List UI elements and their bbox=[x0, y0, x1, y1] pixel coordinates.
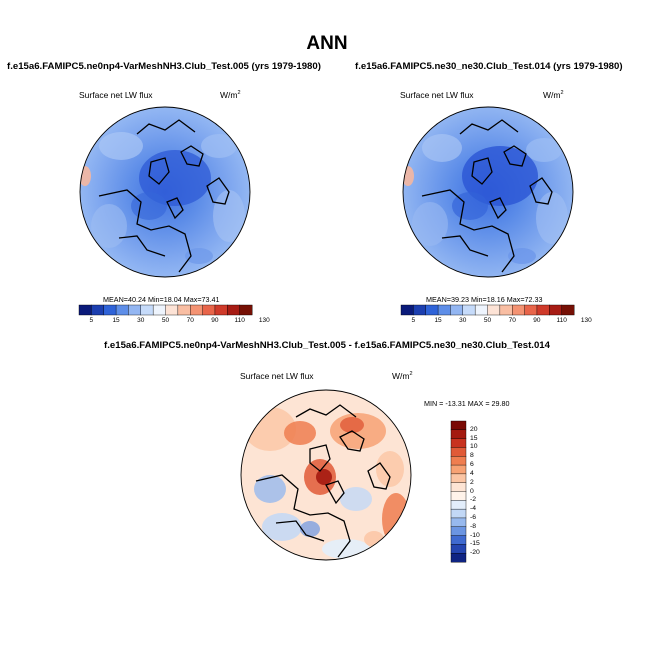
panel1-colorbar-swatch bbox=[103, 304, 117, 316]
panel1-colorbar-tick-label: 50 bbox=[161, 317, 170, 324]
diff-colorbar-tick-label: -6 bbox=[470, 513, 477, 521]
panel2-colorbar-swatch bbox=[474, 304, 488, 316]
panel1-colorbar-tick-label: 30 bbox=[137, 317, 145, 324]
panel2-colorbar-swatch bbox=[499, 304, 513, 316]
panel1-colorbar-swatch bbox=[239, 304, 253, 316]
panel2-colorbar-labels: 5 15 30 50 70 90 110 130 bbox=[401, 317, 592, 327]
panel1-colorbar-tick-label: 90 bbox=[211, 317, 219, 324]
panel1-colorbar-swatch bbox=[140, 304, 154, 316]
panel2-colorbar-tick-label: 70 bbox=[508, 317, 516, 324]
panel1-colorbar-swatch bbox=[152, 304, 166, 316]
diff-colorbar-swatch bbox=[450, 526, 467, 536]
diff-colorbar-tick-label: 15 bbox=[470, 434, 478, 442]
diff-colorbar-swatch bbox=[450, 473, 467, 484]
panel1-colorbar-tick-label: 130 bbox=[258, 317, 270, 324]
diff-colorbar-swatch bbox=[450, 464, 467, 475]
panel2-colorbar-swatch bbox=[561, 304, 575, 316]
panel2-colorbar-swatch bbox=[413, 304, 427, 316]
panel2-stats: MEAN=39.23 Min=18.16 Max=72.33 bbox=[426, 295, 543, 304]
panel2-colorbar-swatch bbox=[462, 304, 476, 316]
panel1-stats: MEAN=40.24 Min=18.04 Max=73.41 bbox=[103, 295, 220, 304]
panel1-colorbar-swatch bbox=[214, 304, 228, 316]
diff-colorbar-tick-label: 10 bbox=[470, 443, 478, 451]
panel1-case-title: f.e15a6.FAMIPC5.ne0np4-VarMeshNH3.Club_T… bbox=[7, 61, 321, 72]
panel2-colorbar-swatch bbox=[400, 304, 414, 316]
diff-colorbar-swatch bbox=[450, 535, 467, 545]
panel2-polar-map bbox=[402, 106, 574, 278]
panel1-colorbar-swatch bbox=[128, 304, 142, 316]
panel2-colorbar-swatch bbox=[450, 304, 464, 316]
panel2-colorbar-swatch bbox=[536, 304, 550, 316]
panel2-colorbar-tick-label: 5 bbox=[411, 317, 416, 324]
panel2-colorbar-tick-label: 15 bbox=[434, 317, 442, 324]
diff-polar-map bbox=[240, 389, 412, 561]
diff-colorbar-tick-label: 20 bbox=[470, 425, 478, 433]
diff-units-label: W/m2 bbox=[392, 371, 413, 381]
panel1-colorbar-swatch bbox=[227, 304, 241, 316]
diff-colorbar-swatch bbox=[450, 456, 467, 466]
diff-colorbar-tick-label: 6 bbox=[470, 461, 474, 469]
panel2-variable-label: Surface net LW flux bbox=[400, 90, 474, 100]
diff-colorbar-swatch bbox=[450, 508, 467, 519]
diff-minmax: MIN = -13.31 MAX = 29.80 bbox=[424, 399, 510, 408]
diff-colorbar-tick-label: -10 bbox=[470, 531, 480, 539]
panel1-colorbar-tick-label: 15 bbox=[112, 317, 120, 324]
panel2-colorbar bbox=[400, 304, 575, 316]
diff-colorbar-tick-label: 4 bbox=[470, 469, 474, 477]
diff-colorbar-swatch bbox=[450, 420, 467, 431]
panel2-colorbar-swatch bbox=[425, 304, 439, 316]
panel1-colorbar-tick-label: 5 bbox=[89, 317, 94, 324]
panel1-colorbar-swatch bbox=[78, 304, 92, 316]
diff-colorbar-swatch bbox=[450, 447, 467, 457]
panel1-colorbar-tick-label: 70 bbox=[186, 317, 194, 324]
panel2-units-label: W/m2 bbox=[543, 90, 564, 100]
figure-title: ANN bbox=[306, 33, 348, 54]
diff-colorbar-swatch bbox=[450, 482, 467, 492]
panel1-colorbar-swatch bbox=[177, 304, 191, 316]
panel1-colorbar-swatch bbox=[165, 304, 179, 316]
diff-variable-label: Surface net LW flux bbox=[240, 371, 314, 381]
panel1-colorbar-swatch bbox=[91, 304, 105, 316]
diff-colorbar-swatch bbox=[450, 491, 467, 501]
diff-panel-title: f.e15a6.FAMIPC5.ne0np4-VarMeshNH3.Club_T… bbox=[104, 340, 550, 351]
panel1-units-label: W/m2 bbox=[220, 90, 241, 100]
panel1-colorbar-swatch bbox=[115, 304, 129, 316]
diff-colorbar-swatch bbox=[450, 438, 467, 448]
diff-colorbar-tick-label: -8 bbox=[470, 522, 477, 530]
diff-colorbar-swatch bbox=[450, 429, 467, 440]
panel2-colorbar-tick-label: 50 bbox=[483, 317, 492, 324]
panel1-polar-map bbox=[79, 106, 251, 278]
panel2-colorbar-tick-label: 90 bbox=[533, 317, 541, 324]
panel1-colorbar-swatch bbox=[190, 304, 203, 316]
diff-colorbar-tick-label: -20 bbox=[470, 549, 480, 557]
panel2-colorbar-swatch bbox=[549, 304, 563, 316]
panel2-colorbar-tick-label: 110 bbox=[556, 317, 567, 324]
panel2-case-title: f.e15a6.FAMIPC5.ne30_ne30.Club_Test.014 … bbox=[355, 61, 623, 72]
diff-colorbar-swatch bbox=[450, 517, 467, 528]
diff-colorbar-tick-label: -2 bbox=[470, 496, 477, 504]
diff-colorbar bbox=[450, 420, 467, 563]
panel1-colorbar-swatch bbox=[202, 304, 216, 316]
diff-colorbar-swatch bbox=[450, 500, 467, 510]
panel2-colorbar-tick-label: 30 bbox=[459, 317, 467, 324]
panel2-colorbar-swatch bbox=[487, 304, 501, 316]
diff-colorbar-tick-label: 2 bbox=[470, 478, 474, 486]
diff-colorbar-swatch bbox=[450, 552, 467, 563]
panel1-colorbar bbox=[78, 304, 253, 316]
diff-colorbar-tick-label: -15 bbox=[470, 540, 480, 548]
diff-colorbar-tick-label: -4 bbox=[470, 505, 477, 513]
panel2-colorbar-tick-label: 130 bbox=[580, 317, 592, 324]
panel1-variable-label: Surface net LW flux bbox=[79, 90, 153, 100]
diff-colorbar-tick-label: 0 bbox=[470, 487, 474, 495]
diff-colorbar-labels: 20 15 10 8 6 4 2 0 -2 -4 -6 -8 -10 -15 -20 bbox=[470, 421, 494, 562]
panel1-colorbar-tick-label: 110 bbox=[234, 317, 245, 324]
panel2-colorbar-swatch bbox=[437, 304, 451, 316]
diff-colorbar-tick-label: 8 bbox=[470, 452, 474, 460]
panel2-colorbar-swatch bbox=[512, 304, 525, 316]
panel1-colorbar-labels: 5 15 30 50 70 90 110 130 bbox=[79, 317, 270, 327]
diff-colorbar-swatch bbox=[450, 544, 467, 554]
panel2-colorbar-swatch bbox=[524, 304, 538, 316]
